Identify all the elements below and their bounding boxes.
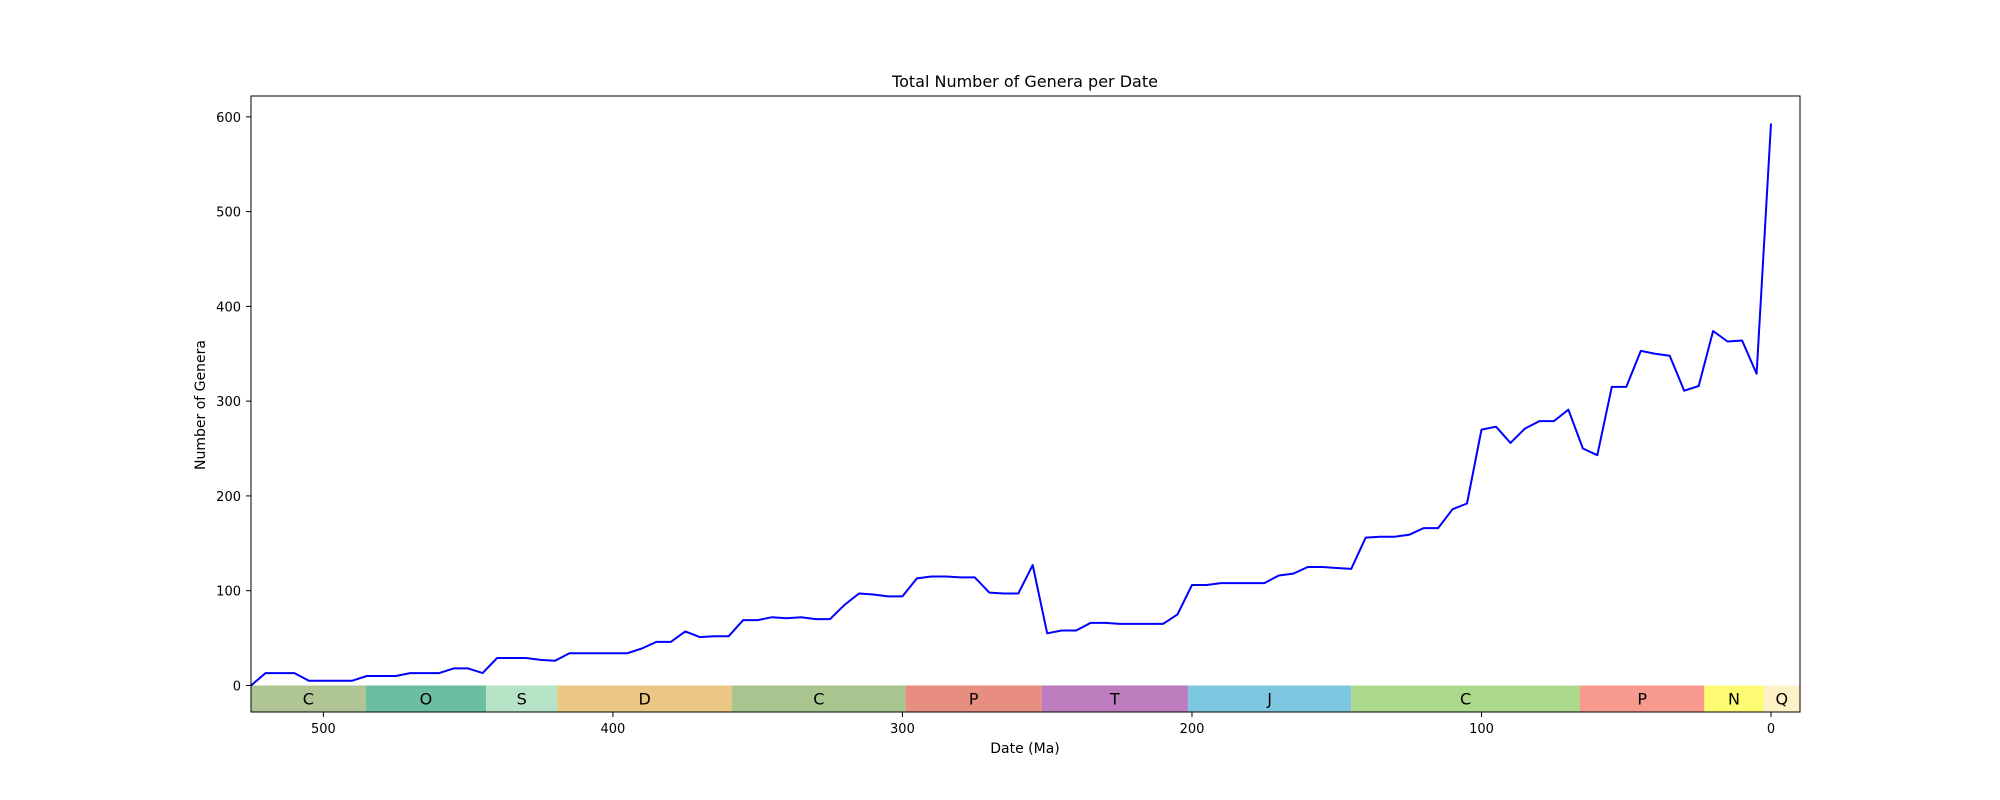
period-label: C [813, 690, 824, 709]
period-label: C [1460, 690, 1471, 709]
period-label: S [517, 690, 527, 709]
y-tick-label: 600 [216, 111, 241, 126]
period-label: O [420, 690, 433, 709]
period-label: Q [1775, 690, 1788, 709]
x-axis-label: Date (Ma) [990, 741, 1060, 757]
y-tick-label: 100 [216, 585, 241, 600]
x-axis: 500 400 300 200 100 0 [311, 712, 1775, 737]
period-band [1763, 685, 1800, 712]
period-band [1579, 685, 1705, 712]
period-band [486, 685, 558, 712]
plot-frame [250, 95, 1801, 713]
x-tick-label: 400 [601, 722, 626, 737]
period-band [251, 685, 366, 712]
y-axis: 0 100 200 300 400 500 600 [216, 111, 251, 694]
period-band [905, 685, 1042, 712]
chart-title: Total Number of Genera per Date [891, 72, 1158, 91]
x-tick-label: 200 [1180, 722, 1205, 737]
y-tick-label: 200 [216, 490, 241, 505]
period-band [365, 685, 487, 712]
y-axis-label: Number of Genera [193, 340, 209, 470]
series-layer [250, 123, 1772, 687]
series-line [250, 123, 1772, 687]
y-tick-label: 500 [216, 206, 241, 221]
period-band [731, 685, 906, 712]
period-band [1041, 685, 1188, 712]
x-tick-label: 300 [890, 722, 915, 737]
x-tick-label: 0 [1767, 722, 1775, 737]
period-band [1351, 685, 1580, 712]
period-label: P [969, 690, 979, 709]
period-band [557, 685, 732, 712]
y-tick-label: 0 [233, 679, 241, 694]
period-label: T [1109, 690, 1120, 709]
y-tick-label: 300 [216, 395, 241, 410]
y-tick-label: 400 [216, 300, 241, 315]
period-band [1704, 685, 1764, 712]
period-label: D [638, 690, 650, 709]
period-label: P [1637, 690, 1647, 709]
period-label: C [303, 690, 314, 709]
period-band [1187, 685, 1352, 712]
period-label: N [1728, 690, 1740, 709]
x-tick-label: 100 [1469, 722, 1494, 737]
period-label: J [1266, 690, 1272, 709]
x-tick-label: 500 [311, 722, 336, 737]
